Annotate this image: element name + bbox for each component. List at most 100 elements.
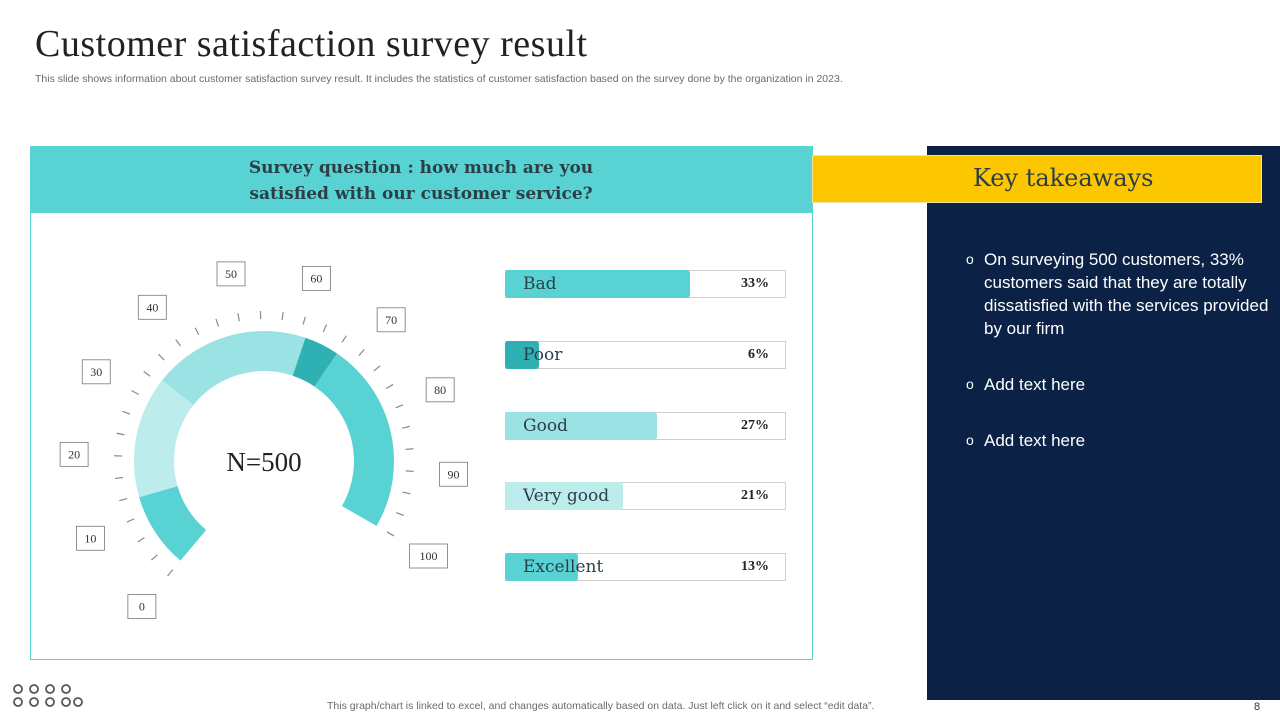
gauge-tick-box [127, 594, 157, 619]
gauge-tick-box [409, 543, 448, 569]
bar-value-label: 27% [741, 418, 769, 433]
gauge-tick-label: 60 [310, 271, 322, 285]
key-takeaways-title: Key takeaways [973, 164, 1154, 192]
gauge-tick [341, 335, 347, 343]
key-takeaways-header: Key takeaways [812, 155, 1262, 203]
gauge-tick-box [425, 377, 455, 403]
gauge-tick [158, 353, 165, 361]
gauge-segment-excellent [139, 486, 207, 561]
takeaway-item: o Add text here [966, 373, 1276, 396]
gauge-tick [215, 318, 220, 327]
gauge-tick [116, 432, 125, 436]
survey-question: Survey question : how much are you satis… [221, 155, 621, 207]
gauge-tick [126, 518, 135, 523]
gauge-tick [405, 448, 414, 450]
gauge-tick [131, 390, 139, 395]
gauge-tick-box [301, 265, 331, 291]
bar [505, 270, 690, 298]
bar-category-label: Bad [523, 274, 557, 294]
bar [505, 341, 539, 369]
gauge-segment-very-good [134, 380, 194, 498]
gauge-segment-good [162, 331, 306, 406]
takeaway-text: On surveying 500 customers, 33% customer… [984, 250, 1269, 338]
gauge-tick [385, 383, 394, 390]
gauge-tick [119, 497, 128, 502]
takeaway-item: o Add text here [966, 429, 1276, 452]
gauge-tick-box [81, 359, 111, 385]
gauge-tick [402, 491, 411, 495]
gauge-tick [137, 537, 145, 543]
gauge-tick-box [439, 461, 468, 487]
page-number: 8 [1254, 701, 1261, 713]
brand-logo-icon [13, 684, 83, 707]
bullet-marker: o [966, 432, 974, 448]
panel-header: Survey question : how much are you satis… [31, 147, 812, 213]
gauge-tick-box [137, 294, 167, 320]
bullet-marker: o [966, 376, 974, 392]
gauge-segment-bad [314, 353, 394, 526]
footer-note: This graph/chart is linked to excel, and… [327, 700, 875, 712]
takeaway-item: o On surveying 500 customers, 33% custom… [966, 248, 1276, 340]
bar-row: Good 27% [505, 412, 786, 440]
gauge-tick [402, 425, 411, 429]
bar-category-label: Excellent [523, 557, 604, 577]
bar-category-label: Very good [523, 486, 610, 506]
takeaway-text: Add text here [984, 375, 1086, 394]
takeaway-text: Add text here [984, 431, 1086, 450]
gauge-tick [167, 569, 174, 577]
question-line-1: Survey question : how much are you [248, 158, 594, 178]
gauge-tick-box [376, 307, 406, 333]
bar-row: Very good 21% [505, 482, 786, 510]
bar-category-label: Good [523, 416, 568, 436]
page-subtitle: This slide shows information about custo… [35, 73, 843, 85]
gauge-tick [396, 512, 404, 517]
gauge-center-label: N=500 [226, 447, 301, 477]
gauge-tick [237, 313, 240, 322]
gauge-tick [386, 531, 395, 537]
page-title: Customer satisfaction survey result [35, 23, 588, 65]
gauge-tick [114, 476, 124, 480]
bar-value-label: 6% [748, 347, 769, 362]
gauge-tick [194, 327, 200, 336]
gauge-tick [322, 324, 328, 333]
bar [505, 553, 578, 581]
bar [505, 482, 623, 510]
gauge-tick [281, 312, 284, 321]
gauge-tick-box [59, 441, 89, 467]
bullet-marker: o [966, 251, 974, 267]
gauge-segment-poor [292, 337, 338, 387]
gauge-tick-label: 50 [225, 267, 237, 281]
question-line-2: satisfied with our customer service? [249, 184, 593, 204]
gauge-tick-label: 0 [139, 600, 145, 614]
gauge-tick [122, 410, 131, 415]
takeaway-list: o On surveying 500 customers, 33% custom… [966, 248, 1276, 485]
bar-row: Bad 33% [505, 270, 786, 298]
gauge-tick-box [216, 261, 246, 287]
bar [505, 412, 657, 440]
gauge-tick-label: 20 [68, 447, 80, 461]
bar-row: Excellent 13% [505, 553, 786, 581]
gauge-tick [302, 316, 306, 325]
bar-row: Poor 6% [505, 341, 786, 369]
bar-value-label: 13% [741, 559, 769, 574]
gauge-chart[interactable]: 0 10 20 30 40 50 60 70 80 90 100 N=500 [30, 146, 813, 660]
gauge-tick [373, 365, 381, 372]
gauge-tick [175, 339, 181, 347]
bar-value-label: 33% [741, 276, 769, 291]
gauge-tick-label: 70 [385, 313, 397, 327]
gauge-tick-label: 10 [84, 531, 96, 545]
gauge-tick-label: 40 [146, 300, 158, 314]
gauge-tick [395, 404, 404, 409]
bar-value-label: 21% [741, 488, 769, 503]
gauge-tick-label: 100 [420, 549, 438, 563]
takeaways-panel [927, 146, 1280, 700]
gauge-tick [143, 370, 151, 377]
gauge-tick-box [76, 525, 105, 551]
gauge-tick [358, 349, 365, 356]
gauge-tick-label: 90 [448, 467, 460, 481]
gauge-tick [405, 470, 414, 473]
gauge-tick-label: 80 [434, 383, 446, 397]
bar-category-label: Poor [523, 345, 563, 365]
gauge-tick [150, 554, 158, 561]
gauge-tick-label: 30 [90, 365, 102, 379]
